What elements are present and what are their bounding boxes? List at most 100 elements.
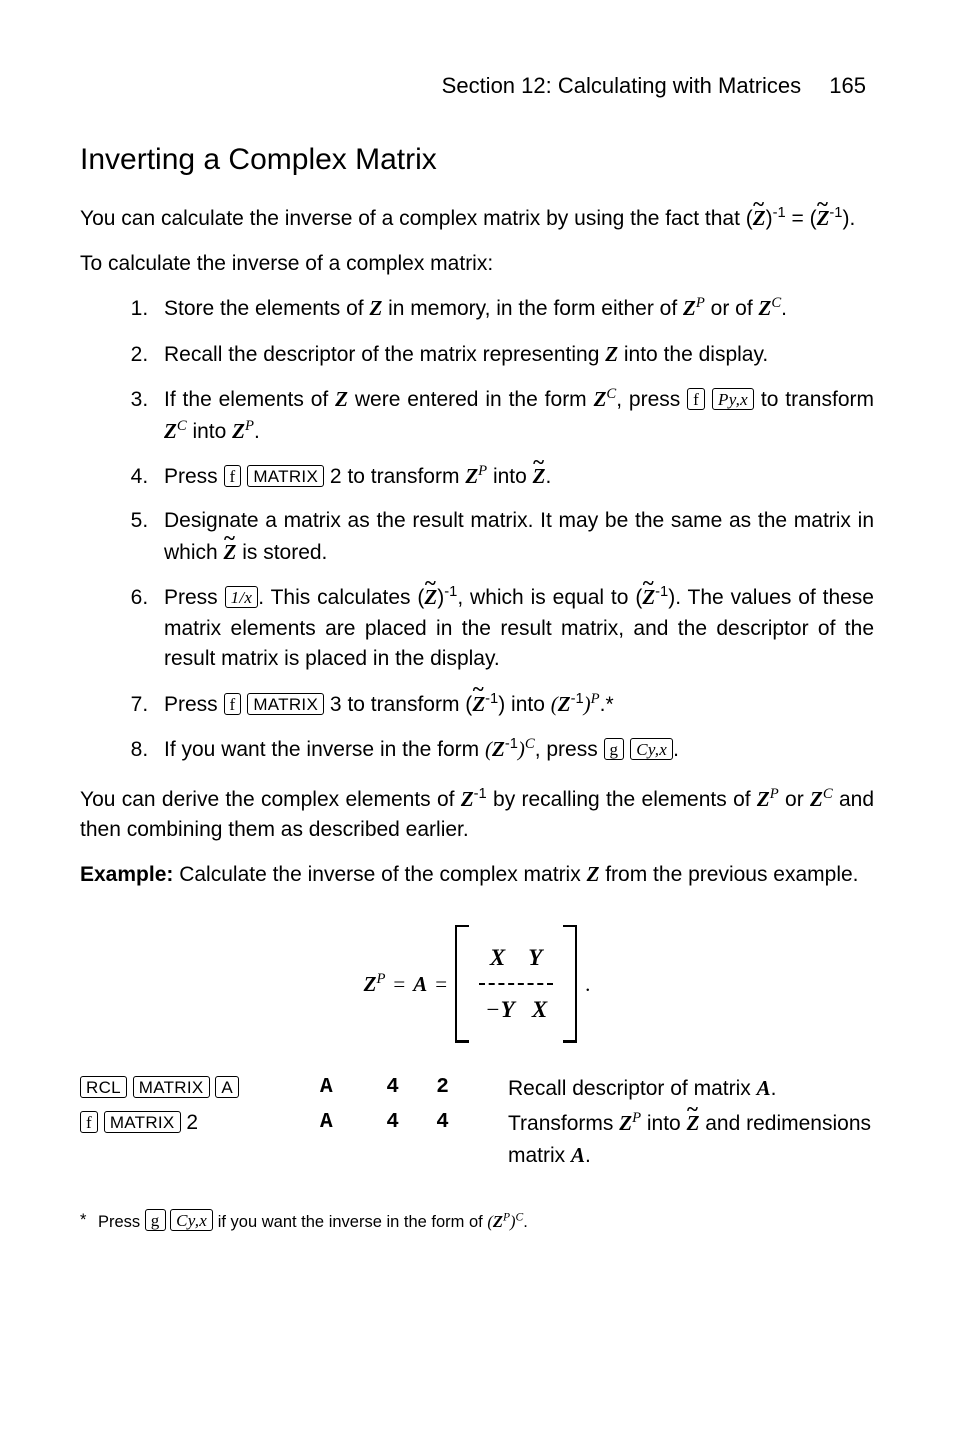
key-inv: 1/x [225,586,259,608]
z-tilde: Z [642,582,655,612]
text: by recalling the elements of [487,788,757,811]
text: You can derive the complex elements of [80,788,461,811]
sym-zinv: Z [558,692,571,716]
text: Store the elements of [164,297,369,320]
step-8: If you want the inverse in the form (Z-1… [154,734,874,765]
text: You can calculate the inverse of a compl… [80,207,753,230]
dash-rule [479,983,553,985]
text: Recall the descriptor of the matrix repr… [164,343,605,366]
keystroke-table: RCL MATRIX A A 4 2 Recall descriptor of … [80,1071,874,1173]
eq-minus: − [485,997,501,1022]
table-row: RCL MATRIX A A 4 2 Recall descriptor of … [80,1071,874,1106]
key-cyx: Cy,x [170,1209,213,1231]
text: , which is equal to ( [457,586,642,609]
intro-paragraph-2: To calculate the inverse of a complex ma… [80,249,874,279]
sym-a: A [757,1076,771,1100]
sym-zp: Z [232,419,245,443]
sup: P [503,1212,510,1224]
bracket-matrix: X Y −Y X [455,925,577,1043]
text: Press [164,465,224,488]
text: ) into [498,693,551,716]
text: 2 [181,1111,199,1134]
text: . [771,1077,777,1100]
sym-zinv: Z [461,787,474,811]
text: into the display. [618,343,768,366]
footnote: * Press g Cy,x if you want the inverse i… [80,1209,874,1235]
text: ). [842,207,855,230]
footnote-mark: * [80,1209,98,1235]
key-g: g [145,1209,166,1231]
sym-zp: Z [619,1111,632,1135]
text: Calculate the inverse of the complex mat… [173,863,586,886]
key-matrix: MATRIX [104,1111,181,1133]
text: . [254,420,260,443]
text: in memory, in the form either of [382,297,683,320]
text: 3 to transform ( [324,693,472,716]
text: is stored. [236,541,327,564]
explanation-cell: Transforms ZP into Z and redimensions ma… [500,1106,874,1173]
table-row: f MATRIX 2 A 4 4 Transforms ZP into Z an… [80,1106,874,1173]
text: into [487,465,533,488]
sup: -1 [474,786,487,802]
sup: C [771,295,781,311]
sup: C [525,736,535,752]
key-rcl: RCL [80,1076,127,1098]
step-1: Store the elements of Z in memory, in th… [154,293,874,324]
sup: -1 [655,584,668,600]
text: into [641,1112,687,1135]
sup: P [770,786,779,802]
text: If the elements of [164,388,335,411]
text: . [673,738,679,761]
sym-zp: Z [493,1212,503,1231]
sym-z: Z [335,387,348,411]
z-tilde: Z [472,689,485,719]
key-g: g [604,738,625,760]
text: , press [616,388,687,411]
sup: -1 [505,736,518,752]
text: from the previous example. [599,863,858,886]
page-header: Section 12: Calculating with Matrices 16… [80,70,874,102]
equation-block: ZP = A = X Y −Y X . [80,925,874,1043]
sym-z: Z [605,342,618,366]
sup: P [245,418,254,434]
key-pyx: Py,x [712,388,754,410]
key-f: f [224,465,242,487]
eq-x: X [490,945,505,970]
text: or of [705,297,759,320]
sup: P [376,971,385,987]
sup: P [696,295,705,311]
text: , press [535,738,604,761]
text: . [545,465,551,488]
z-tilde: Z [817,203,830,233]
text: were entered in the form [348,388,594,411]
step-4: Press f MATRIX 2 to transform ZP into Z. [154,461,874,492]
footnote-text: Press g Cy,x if you want the inverse in … [98,1209,874,1235]
sym-zc: Z [594,387,607,411]
sym-zp: Z [683,296,696,320]
sym-zinv: Z [492,737,505,761]
text: . [781,297,787,320]
eq-y: Y [528,945,542,970]
text: . [523,1213,528,1231]
key-f: f [80,1111,98,1133]
text: 2 to transform [324,465,465,488]
z-tilde: Z [224,537,237,567]
text: Transforms [508,1112,619,1135]
z-tilde: Z [533,461,546,491]
sym-z: Z [587,862,600,886]
sup: C [606,386,616,402]
sup: C [177,418,187,434]
example-label: Example: [80,863,173,886]
z-tilde: Z [424,582,437,612]
text: Press [164,693,224,716]
page-number: 165 [829,73,866,98]
text: . [585,1144,591,1167]
text: Recall descriptor of matrix [508,1077,757,1100]
eq-x2: X [532,997,547,1022]
sym-zc: Z [759,296,772,320]
step-6: Press 1/x. This calculates (Z)-1, which … [154,582,874,674]
step-7: Press f MATRIX 3 to transform (Z-1) into… [154,689,874,720]
intro-paragraph-1: You can calculate the inverse of a compl… [80,203,874,234]
text: to transform [754,388,874,411]
sup: -1 [571,691,584,707]
